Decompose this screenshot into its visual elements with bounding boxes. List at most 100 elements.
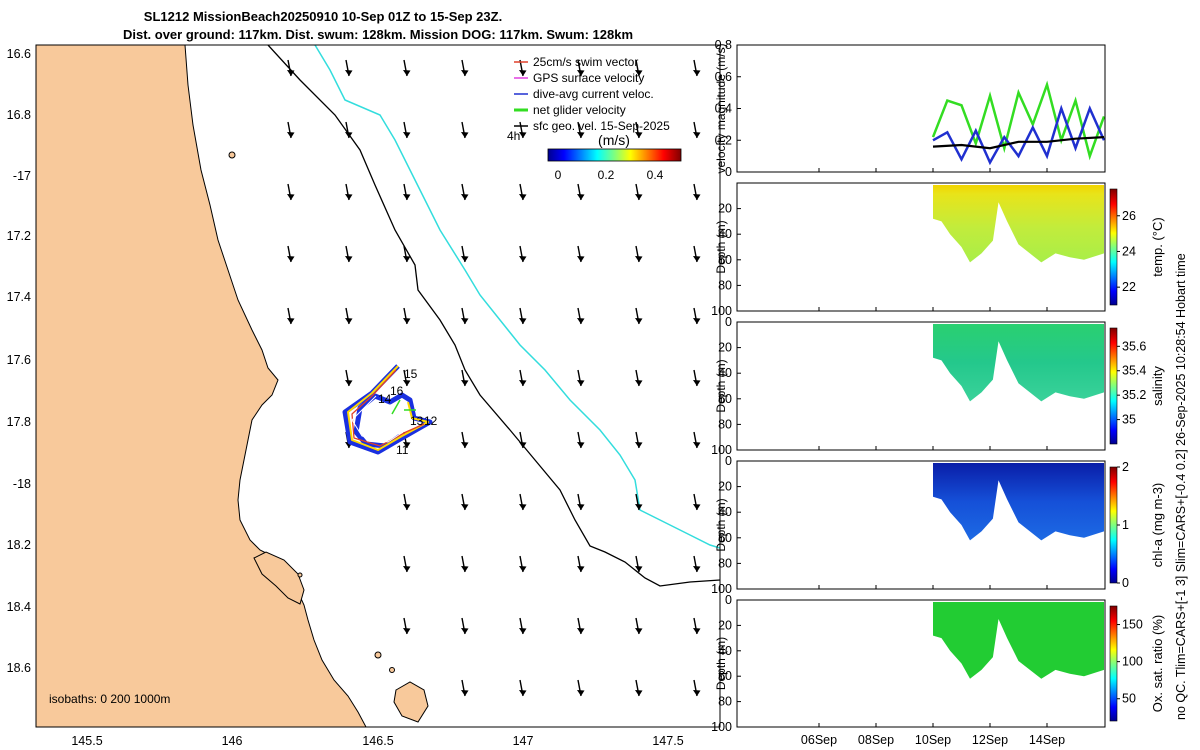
y-tick-label: 18.4 [7,600,31,614]
velocity-arrow [577,493,585,511]
velocity-arrow [345,369,353,387]
y-tick-label: 0.2 [715,133,732,147]
velocity-arrow [403,59,411,77]
date-axis: 06Sep 08Sep 10Sep 12Sep 14Sep [801,733,1065,747]
colorbar-tick: 50 [1122,692,1136,706]
island-hinchinbrook [253,551,305,605]
day-label: 16 [390,384,404,398]
y-tick-label: 17.4 [7,290,31,304]
velocity-arrow [461,307,469,325]
date-tick-label: 14Sep [1029,733,1065,747]
velocity-arrow [403,369,411,387]
isobaths-label: isobaths: 0 200 1000m [49,692,170,706]
legend-item: sfc geo. vel. 15-Sep-2025 [514,119,670,133]
panel-salinity: Depth (m) 0 20 40 60 80 100 35 35.2 35.4 35.6 salin… [711,315,1165,457]
legend-item: net glider velocity [514,103,626,117]
y-axis-label: Depth (m) [714,359,728,412]
y-tick-label: 0 [725,315,732,329]
coastline-land [36,45,367,727]
day-label: 12 [424,414,438,428]
glider-track [342,364,433,455]
y-tick-label: 0 [725,593,732,607]
colorbar [1109,188,1118,306]
y-tick-label: 20 [718,618,732,632]
colorbar-title: (m/s) [598,132,630,148]
colorbar-tick: 150 [1122,618,1143,632]
y-tick-label: 100 [711,304,732,318]
y-tick-label: -17 [13,169,31,183]
velocity-arrow [577,679,585,697]
velocity-arrow [345,307,353,325]
y-tick-label: 18.6 [7,661,31,675]
y-tick-label: 80 [718,695,732,709]
velocity-arrow [577,555,585,573]
legend-label: net glider velocity [533,103,626,117]
processing-note: no QC. Tlim=CARS+[-1 3] Slim=CARS+[-0.4 … [1174,253,1188,720]
y-tick-label: 60 [718,392,732,406]
legend-label: dive-avg current veloc. [533,87,654,101]
geostrophic-arrows [287,59,701,697]
colorbar-tick: 0 [555,168,562,182]
map-y-axis: 16.6 16.8 -17 17.2 17.4 17.6 17.8 -18 18… [7,47,31,675]
velocity-arrow [345,121,353,139]
y-tick-label: -18 [13,477,31,491]
velocity-arrow [635,617,643,635]
legend-item: 25cm/s swim vector [514,55,638,69]
colorbar-tick: 0.4 [647,168,664,182]
series-line [932,136,1105,150]
panel-frame [736,182,1106,312]
islet [297,572,303,578]
x-tick-label: 147 [513,734,534,748]
time-series-panels: velocity magnitude (m/s)00.20.40.60.8 Dep… [711,38,1165,747]
y-tick-label: 17.2 [7,229,31,243]
y-axis-label: Depth (m) [714,637,728,690]
velocity-arrow [345,59,353,77]
y-tick-label: 20 [718,480,732,494]
date-tick-label: 06Sep [801,733,837,747]
velocity-arrow [693,369,701,387]
panel-chla: Depth (m) 0 20 40 60 80 100 0 1 2 chl-a (mg m-3) [711,454,1165,596]
x-tick-label: 146.5 [362,734,393,748]
velocity-arrow [693,431,701,449]
colorbar-tick: 35.2 [1122,388,1146,402]
islet [228,151,236,159]
colorbar-tick: 35.6 [1122,339,1146,353]
section-heatmap [933,185,1104,263]
velocity-arrow [519,555,527,573]
series-line [932,104,1106,166]
velocity-arrow [403,555,411,573]
colorbar-tick: 0.2 [598,168,615,182]
velocity-arrow [693,59,701,77]
velocity-arrow [635,431,643,449]
colorbar-tick: 100 [1122,655,1143,669]
x-tick-label: 146 [222,734,243,748]
y-axis-label: Depth (m) [714,220,728,273]
velocity-arrow [287,245,295,263]
velocity-arrow [461,245,469,263]
islet [389,667,395,673]
series-line [931,80,1106,161]
velocity-arrow [635,245,643,263]
y-tick-label: 40 [718,366,732,380]
y-tick-label: 40 [718,644,732,658]
legend-label: 25cm/s swim vector [533,55,638,69]
velocity-arrow [577,183,585,201]
velocity-arrow [403,617,411,635]
panel-frame [736,460,1106,590]
day-label: 15 [404,367,418,381]
panel-frame [736,599,1106,728]
colorbar-tick: 35 [1122,413,1136,427]
isobath-1000m [314,45,720,549]
colorbar-tick: 26 [1122,209,1136,223]
velocity-arrow [693,307,701,325]
velocity-arrow [577,431,585,449]
y-tick-label: 16.6 [7,47,31,61]
velocity-arrow [693,121,701,139]
velocity-arrow [635,679,643,697]
date-tick-label: 08Sep [858,733,894,747]
day-label: 11 [396,443,409,457]
velocity-arrow [577,59,585,77]
panel-velocity: velocity magnitude (m/s)0 0.2 0.4 0.6 0.8 [714,38,1106,179]
velocity-arrow [519,679,527,697]
y-tick-label: 80 [718,278,732,292]
